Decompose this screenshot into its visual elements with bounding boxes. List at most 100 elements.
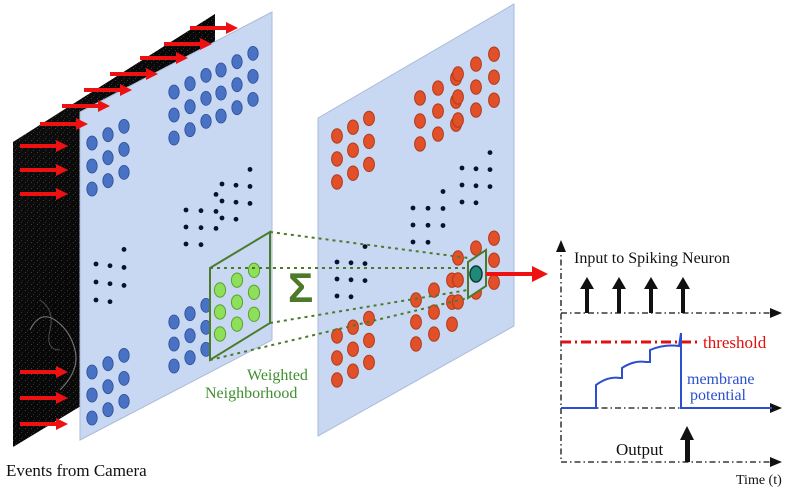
output-neuron bbox=[363, 310, 375, 327]
input-neuron bbox=[102, 127, 114, 143]
neighborhood-neuron bbox=[230, 272, 244, 288]
input-neuron bbox=[118, 118, 130, 134]
input-neuron bbox=[247, 68, 259, 84]
output-neuron bbox=[363, 332, 375, 349]
inactive-neuron bbox=[233, 199, 239, 205]
input-neuron bbox=[118, 164, 130, 180]
neighborhood-neuron bbox=[213, 326, 227, 342]
output-neuron bbox=[470, 102, 482, 118]
output-neuron bbox=[452, 66, 464, 82]
inactive-neuron bbox=[459, 165, 465, 171]
input-neuron bbox=[184, 122, 196, 138]
inactive-neuron bbox=[425, 222, 431, 228]
output-neuron bbox=[414, 90, 426, 106]
output-neuron bbox=[347, 165, 359, 181]
right-arrow-icon bbox=[164, 38, 212, 50]
neighborhood-neuron bbox=[230, 316, 244, 332]
input-neuron bbox=[200, 67, 212, 83]
right-arrow-icon bbox=[20, 392, 68, 404]
inactive-neuron bbox=[348, 260, 354, 266]
inactive-neuron bbox=[219, 215, 225, 221]
right-arrow-icon bbox=[62, 100, 110, 112]
up-arrow-icon bbox=[649, 287, 653, 313]
arrow-head bbox=[146, 68, 158, 80]
output-neuron bbox=[488, 230, 500, 246]
output-neuron bbox=[452, 89, 464, 105]
inactive-neuron bbox=[425, 205, 431, 211]
output-neuron bbox=[452, 272, 464, 288]
right-arrow-icon bbox=[84, 84, 132, 96]
output-neuron bbox=[331, 350, 343, 366]
inactive-neuron bbox=[459, 199, 465, 205]
neighborhood-neuron bbox=[247, 306, 261, 322]
inactive-neuron bbox=[247, 184, 253, 189]
output-neuron bbox=[363, 354, 375, 371]
spiking-neuron-panel: Input to Spiking Neuron threshold membra… bbox=[556, 240, 782, 488]
arrow-head bbox=[56, 392, 68, 404]
inactive-neuron bbox=[473, 200, 479, 206]
inactive-neuron bbox=[362, 278, 368, 283]
inactive-neuron bbox=[410, 205, 416, 211]
output-neuron bbox=[363, 110, 375, 127]
inactive-neuron bbox=[334, 276, 340, 282]
output-neuron bbox=[410, 292, 422, 308]
inactive-neuron bbox=[440, 223, 446, 228]
input-neuron bbox=[184, 306, 196, 322]
input-neuron bbox=[86, 158, 98, 174]
output-neuron bbox=[488, 274, 500, 290]
inactive-neuron bbox=[121, 247, 127, 252]
membrane-label-line2: potential bbox=[690, 387, 747, 404]
right-arrow-icon bbox=[20, 418, 68, 430]
inactive-neuron bbox=[183, 241, 189, 247]
input-neuron bbox=[231, 100, 243, 116]
input-neuron bbox=[86, 135, 98, 151]
inactive-neuron bbox=[219, 198, 225, 204]
output-neuron bbox=[428, 282, 440, 298]
input-neuron bbox=[168, 314, 180, 330]
arrow-head bbox=[56, 366, 68, 378]
output-neuron bbox=[347, 142, 359, 158]
input-neuron bbox=[184, 328, 196, 344]
inactive-neuron bbox=[121, 283, 127, 288]
output-neuron bbox=[446, 316, 458, 332]
arrow-head bbox=[226, 22, 238, 34]
input-neuron bbox=[168, 107, 180, 123]
input-neuron bbox=[86, 410, 98, 426]
input-neuron bbox=[200, 113, 212, 129]
inactive-neuron bbox=[362, 261, 368, 266]
inactive-neuron bbox=[219, 181, 225, 187]
output-neuron bbox=[488, 69, 500, 85]
inactive-neuron bbox=[213, 192, 219, 197]
input-neurons bbox=[86, 45, 259, 426]
output-neuron bbox=[331, 174, 343, 190]
input-spikes bbox=[580, 277, 690, 313]
input-neuron bbox=[247, 45, 259, 61]
inactive-neuron bbox=[247, 167, 253, 172]
output-neuron bbox=[331, 151, 343, 167]
inactive-neuron bbox=[334, 259, 340, 265]
up-arrow-icon bbox=[685, 438, 690, 462]
input-neuron bbox=[231, 77, 243, 93]
output-neuron bbox=[347, 363, 359, 379]
inactive-neuron bbox=[93, 297, 99, 303]
membrane-label-line1: membrane bbox=[687, 371, 755, 388]
input-neuron bbox=[168, 84, 180, 100]
output-neuron bbox=[363, 156, 375, 173]
inactive-neuron bbox=[487, 150, 493, 156]
inactive-neuron bbox=[334, 293, 340, 299]
output-neuron bbox=[432, 80, 444, 96]
output-neuron bbox=[428, 304, 440, 320]
inactive-neuron bbox=[233, 182, 239, 188]
input-neuron bbox=[231, 54, 243, 70]
arrow-head bbox=[120, 84, 132, 96]
input-neuron bbox=[200, 90, 212, 106]
output-arrow bbox=[486, 266, 548, 282]
input-neuron bbox=[86, 181, 98, 197]
inactive-neuron bbox=[107, 299, 113, 305]
output-neuron bbox=[331, 128, 343, 144]
events-from-camera-label: Events from Camera bbox=[6, 461, 147, 480]
input-neuron bbox=[102, 173, 114, 189]
neighborhood-neuron bbox=[213, 282, 227, 298]
inactive-neuron bbox=[410, 222, 416, 228]
inactive-neuron bbox=[487, 167, 493, 173]
